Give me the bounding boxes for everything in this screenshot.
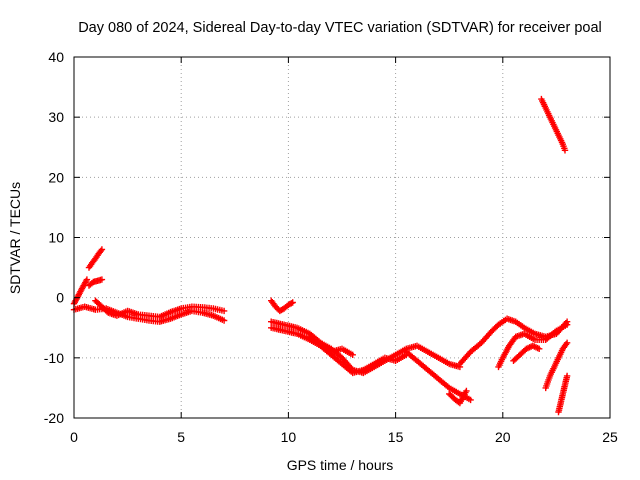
data-point: [97, 247, 104, 255]
data-point: [98, 246, 106, 253]
data-point: [289, 299, 296, 306]
y-tick-label: 40: [48, 49, 64, 65]
data-point: [349, 351, 356, 358]
y-tick-label: 10: [48, 230, 64, 246]
x-tick-label: 25: [602, 429, 618, 445]
data-point: [98, 276, 106, 283]
data-point: [220, 307, 228, 315]
data-point: [83, 276, 91, 283]
series-trace-late-rise-2: [495, 321, 571, 371]
series-trace-mid-branch: [306, 333, 356, 358]
x-tick-label: 20: [495, 429, 511, 445]
x-axis-label: GPS time / hours: [287, 457, 394, 473]
y-tick-label: 0: [56, 290, 64, 306]
chart-title: Day 080 of 2024, Sidereal Day-to-day VTE…: [78, 20, 602, 36]
x-tick-label: 10: [281, 429, 297, 445]
series-trace-late-low: [446, 387, 470, 407]
x-tick-label: 0: [70, 429, 78, 445]
y-tick-label: -10: [44, 350, 64, 366]
y-axis-label: SDTVAR / TECUs: [7, 182, 23, 294]
data-point: [467, 396, 474, 404]
data-point: [463, 387, 470, 395]
axes: 0 5 10 15 20 25 -20 -10 0 10 20 30 40: [44, 49, 618, 445]
series-trace-high-steep: [538, 95, 569, 154]
data-point: [563, 339, 571, 346]
data-point: [288, 300, 295, 307]
data-point: [563, 321, 571, 328]
data-point: [220, 317, 228, 324]
series-trace-base-secondary: [92, 297, 228, 321]
series-trace-late-loop: [510, 342, 543, 364]
series-trace-end-low: [555, 372, 571, 416]
x-tick-label: 5: [177, 429, 185, 445]
x-tick-label: 15: [388, 429, 404, 445]
series-trace-early-mid: [85, 276, 106, 289]
series-trace-early-spike: [85, 246, 106, 271]
y-tick-label: -20: [44, 410, 64, 426]
y-tick-label: 20: [48, 169, 64, 185]
y-tick-label: 30: [48, 109, 64, 125]
data-point: [563, 372, 571, 380]
series-trace-late-drop: [403, 348, 474, 404]
series-trace-end-drop: [542, 339, 571, 392]
data-points: [70, 95, 571, 416]
data-point: [561, 147, 569, 154]
series-trace-mid-upper: [268, 297, 296, 315]
data-point: [536, 345, 543, 352]
